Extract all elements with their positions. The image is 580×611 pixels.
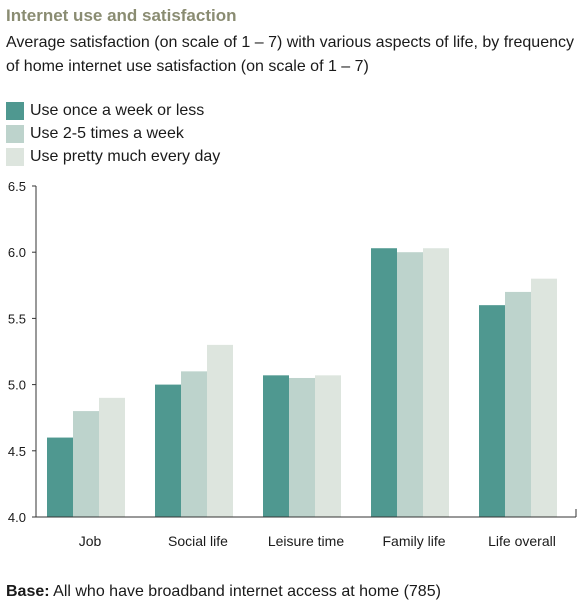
y-tick-label: 5.5: [8, 311, 26, 326]
bar: [315, 375, 341, 517]
legend-label: Use 2-5 times a week: [30, 124, 184, 142]
bar: [181, 371, 207, 517]
bar: [263, 375, 289, 517]
legend-item-2-5-times: Use 2-5 times a week: [6, 122, 220, 145]
legend-label: Use pretty much every day: [30, 147, 221, 165]
x-tick-label: Leisure time: [268, 533, 344, 549]
y-tick-label: 6.0: [8, 245, 26, 260]
y-tick-label: 6.5: [8, 179, 26, 194]
bar: [289, 377, 315, 517]
bar: [479, 305, 505, 517]
bar: [423, 248, 449, 517]
legend-swatch: [6, 101, 24, 120]
legend-label: Use once a week or less: [30, 101, 205, 119]
y-tick-label: 4.0: [8, 510, 26, 525]
chart-subtitle: Average satisfaction (on scale of 1 – 7)…: [6, 34, 574, 75]
bar: [397, 252, 423, 517]
chart-title: Internet use and satisfaction: [6, 6, 237, 25]
legend-item-once-week: Use once a week or less: [6, 99, 220, 122]
bar: [505, 291, 531, 517]
legend-swatch: [6, 147, 24, 166]
x-tick-label: Family life: [382, 533, 445, 549]
base-note: Base: All who have broadband internet ac…: [6, 583, 441, 601]
legend-swatch: [6, 124, 24, 143]
bar: [207, 344, 233, 517]
y-tick-label: 4.5: [8, 444, 26, 459]
base-label: Base:: [6, 583, 50, 600]
bar: [73, 411, 99, 517]
y-tick-label: 5.0: [8, 378, 26, 393]
bar: [531, 278, 557, 517]
x-tick-label: Social life: [168, 533, 228, 549]
x-tick-label: Job: [79, 533, 102, 549]
x-tick-label: Life overall: [488, 533, 556, 549]
bar: [155, 384, 181, 517]
legend: Use once a week or less Use 2-5 times a …: [6, 99, 220, 168]
bar: [371, 248, 397, 517]
base-text: All who have broadband internet access a…: [49, 583, 441, 600]
legend-item-every-day: Use pretty much every day: [6, 145, 220, 168]
bar: [99, 397, 125, 517]
bar: [47, 437, 73, 517]
